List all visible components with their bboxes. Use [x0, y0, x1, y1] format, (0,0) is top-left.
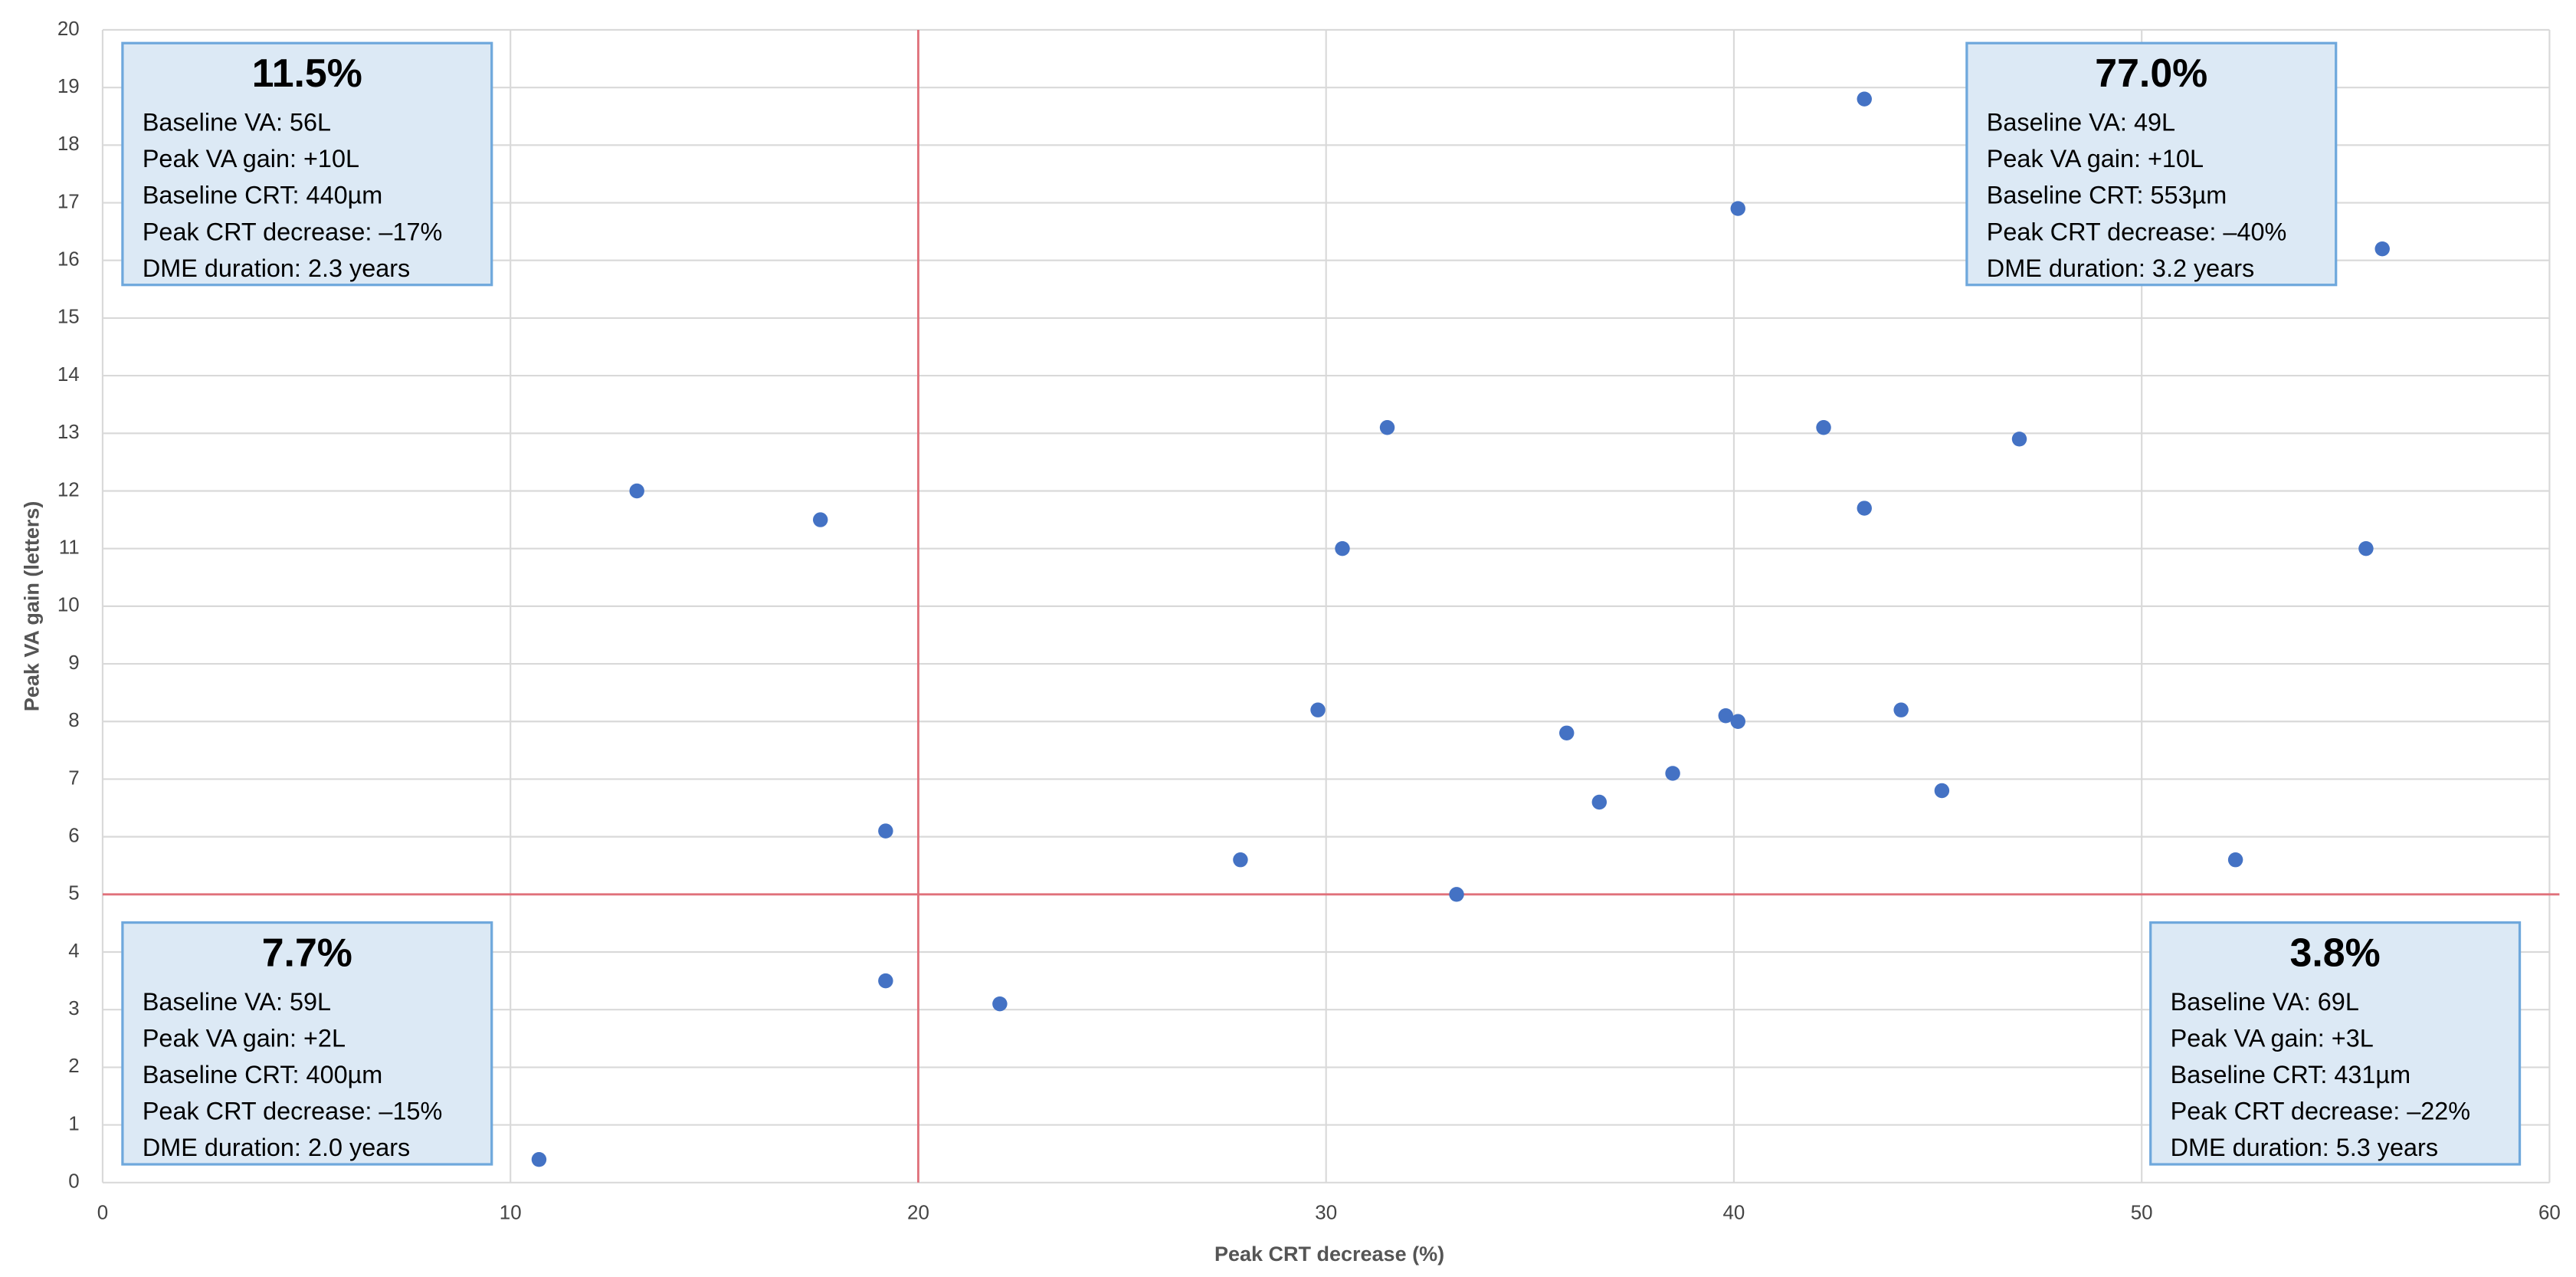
x-axis-title: Peak CRT decrease (%) — [1214, 1243, 1444, 1266]
annotation-line: Peak VA gain: +10L — [143, 145, 359, 172]
annotation-box: 7.7% Baseline VA: 59L Peak VA gain: +2L Bas… — [121, 921, 493, 1166]
y-tick-label: 19 — [57, 76, 80, 97]
point — [1379, 420, 1395, 435]
y-tick-label: 4 — [68, 941, 79, 962]
y-tick-label: 11 — [59, 537, 80, 559]
point — [1730, 201, 1745, 216]
annotation-line: Baseline CRT: 431µm — [2171, 1061, 2410, 1088]
x-tick-label: 60 — [2538, 1203, 2561, 1224]
annotation-line: Baseline CRT: 553µm — [1987, 182, 2227, 209]
annotation-line: Peak VA gain: +10L — [1987, 145, 2204, 172]
y-tick-label: 8 — [68, 710, 79, 731]
annotation-line: DME duration: 5.3 years — [2171, 1134, 2438, 1161]
point — [812, 512, 828, 527]
point — [1233, 852, 1248, 868]
point — [1857, 91, 1872, 107]
y-tick-label: 20 — [57, 18, 80, 40]
annotation-line: Peak CRT decrease: –15% — [143, 1098, 443, 1125]
y-tick-label: 15 — [57, 307, 80, 328]
annotation-line: Baseline VA: 69L — [2171, 988, 2359, 1016]
annotation-box: 77.0% Baseline VA: 49L Peak VA gain: +10L B… — [1965, 41, 2338, 287]
point — [1730, 714, 1745, 729]
annotation-title: 7.7% — [262, 930, 352, 974]
point — [878, 973, 893, 989]
annotation-line: DME duration: 3.2 years — [1987, 254, 2254, 282]
point — [1310, 702, 1326, 717]
y-tick-label: 3 — [68, 998, 79, 1019]
x-tick-label: 20 — [907, 1203, 929, 1224]
x-tick-label: 50 — [2131, 1203, 2153, 1224]
point — [531, 1151, 547, 1167]
y-tick-label: 5 — [68, 883, 79, 904]
annotation-line: DME duration: 2.3 years — [143, 254, 410, 282]
y-tick-label: 17 — [57, 191, 80, 212]
point — [2374, 241, 2390, 257]
x-tick-label: 10 — [500, 1203, 522, 1224]
point — [878, 823, 893, 839]
point — [1934, 783, 1950, 799]
annotation-line: Baseline VA: 49L — [1987, 109, 2175, 136]
y-tick-label: 14 — [57, 364, 80, 386]
y-tick-label: 13 — [57, 422, 80, 443]
annotation-line: Peak VA gain: +2L — [143, 1025, 346, 1052]
annotation-line: Baseline VA: 56L — [143, 109, 331, 136]
y-tick-label: 12 — [57, 479, 80, 501]
point — [1665, 766, 1680, 781]
point — [1893, 702, 1909, 717]
annotation-line: Peak CRT decrease: –22% — [2171, 1098, 2471, 1125]
y-tick-label: 0 — [68, 1171, 79, 1193]
y-tick-label: 6 — [68, 825, 79, 846]
annotation-line: Peak CRT decrease: –40% — [1987, 218, 2287, 245]
y-tick-label: 9 — [68, 652, 79, 674]
point — [1558, 725, 1575, 741]
point — [2011, 432, 2027, 447]
annotation-line: Baseline VA: 59L — [143, 988, 331, 1016]
annotation-line: Peak CRT decrease: –17% — [143, 218, 443, 245]
point — [2227, 852, 2243, 868]
y-tick-label: 10 — [57, 595, 80, 616]
x-tick-label: 0 — [97, 1203, 108, 1224]
point — [629, 483, 644, 499]
point — [1449, 887, 1464, 902]
y-tick-label: 16 — [57, 249, 80, 271]
annotation-line: Peak VA gain: +3L — [2171, 1025, 2374, 1052]
y-tick-label: 18 — [57, 133, 80, 155]
annotation-line: Baseline CRT: 440µm — [143, 182, 382, 209]
annotation-background — [1965, 41, 2338, 287]
annotation-line: Baseline CRT: 400µm — [143, 1061, 382, 1088]
y-tick-label: 1 — [68, 1113, 79, 1134]
y-axis-title: Peak VA gain (letters) — [20, 501, 43, 712]
point — [1335, 540, 1350, 556]
annotation-title: 3.8% — [2290, 930, 2381, 974]
annotation-line: DME duration: 2.0 years — [143, 1134, 410, 1161]
x-tick-label: 40 — [1723, 1203, 1745, 1224]
annotation-background — [2149, 921, 2522, 1166]
point — [1591, 794, 1608, 810]
y-tick-label: 7 — [68, 767, 79, 789]
annotation-title: 11.5% — [252, 51, 362, 95]
point — [2358, 540, 2374, 556]
point — [992, 996, 1008, 1012]
point — [1857, 501, 1872, 516]
x-tick-label: 30 — [1315, 1203, 1337, 1224]
y-tick-label: 2 — [68, 1055, 79, 1077]
annotation-title: 77.0% — [2095, 51, 2207, 95]
annotation-box: 11.5% Baseline VA: 56L Peak VA gain: +10L B… — [121, 41, 493, 287]
annotation-background — [121, 921, 493, 1166]
point — [1718, 708, 1734, 724]
point — [1816, 420, 1831, 435]
annotation-box: 3.8% Baseline VA: 69L Peak VA gain: +3L Bas… — [2149, 921, 2522, 1166]
annotation-background — [121, 41, 493, 287]
